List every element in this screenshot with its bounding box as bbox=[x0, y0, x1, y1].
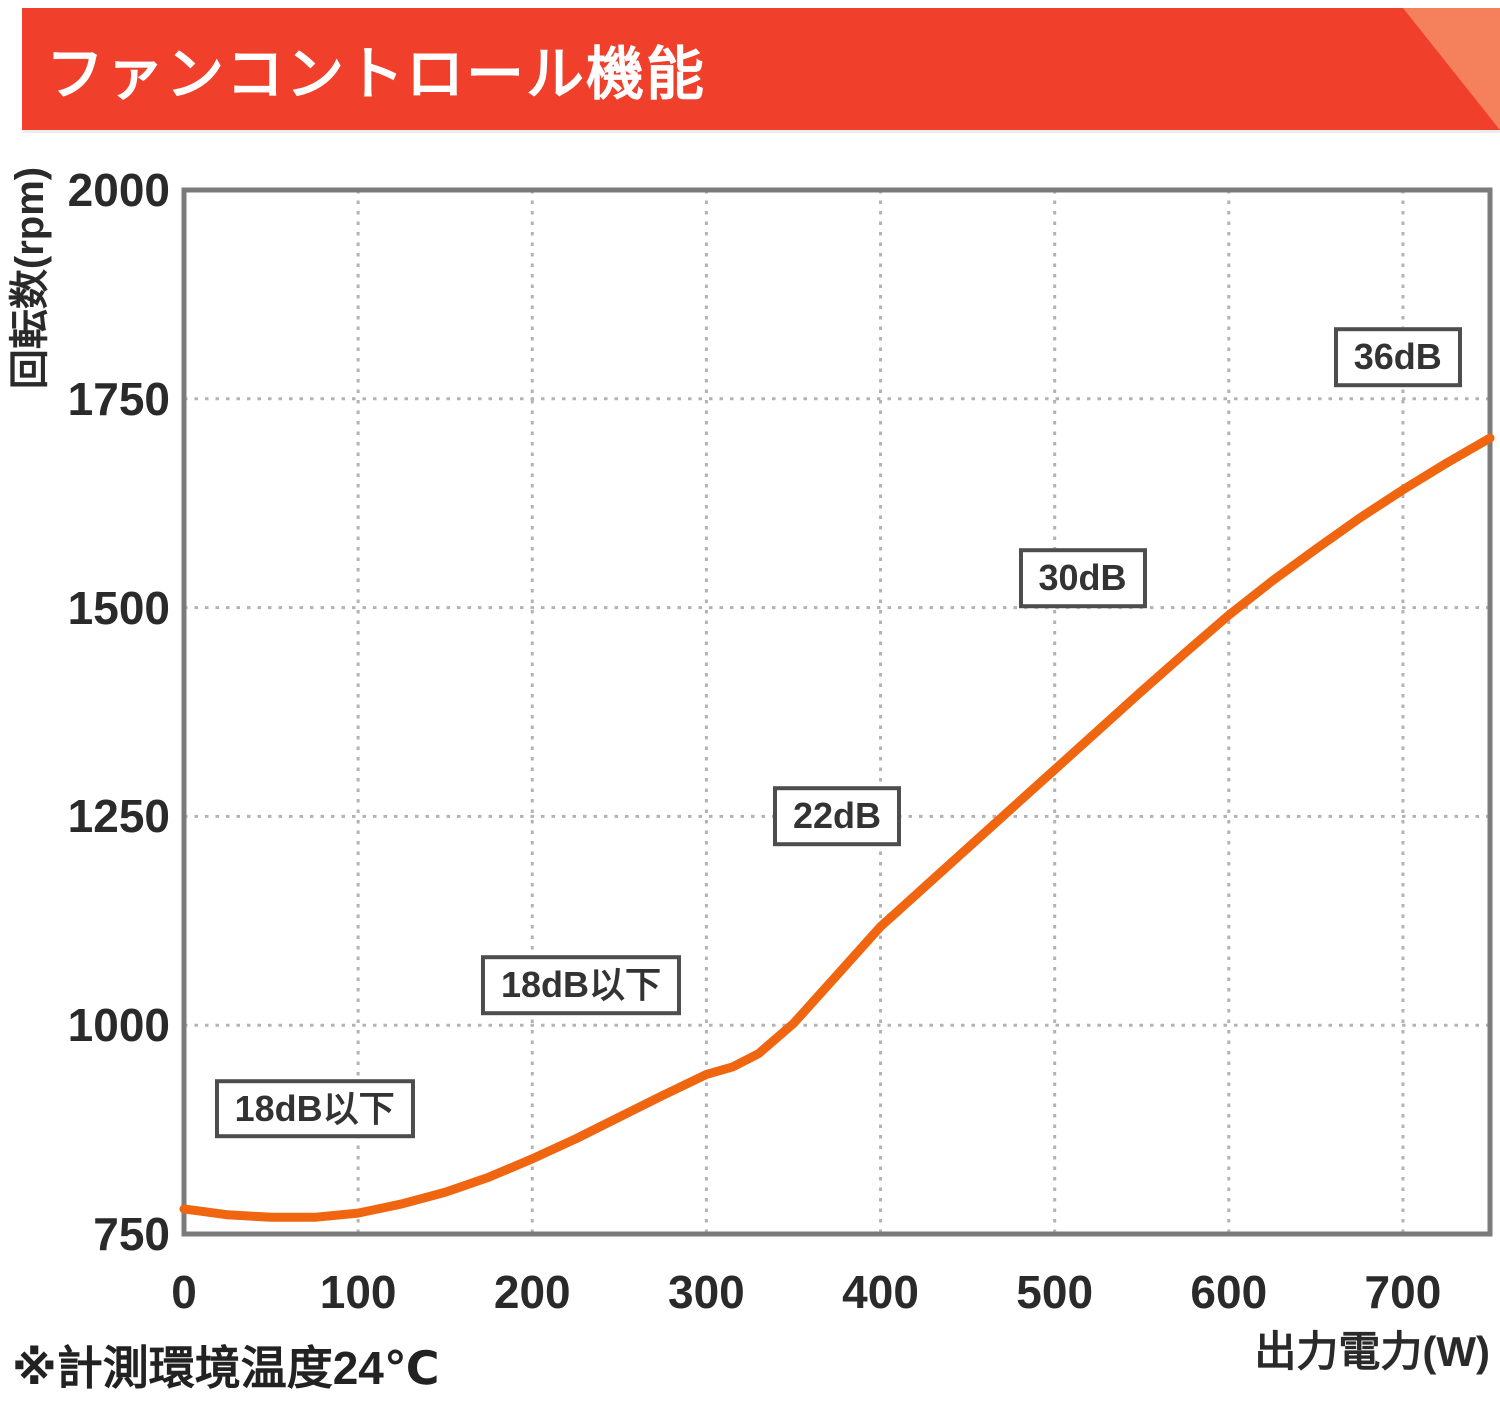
y-tick-label: 1000 bbox=[67, 999, 170, 1052]
x-tick-label: 700 bbox=[1364, 1266, 1442, 1318]
noise-level-label: 18dB以下 bbox=[214, 1078, 415, 1139]
y-tick-label: 1750 bbox=[67, 372, 170, 425]
noise-level-label: 36dB bbox=[1333, 327, 1462, 387]
noise-level-label: 18dB以下 bbox=[480, 955, 682, 1015]
fan-rpm-curve bbox=[179, 433, 1495, 1222]
y-tick-label: 2000 bbox=[67, 164, 170, 216]
y-tick-label: 750 bbox=[93, 1208, 170, 1260]
x-axis-label: 出力電力(W) bbox=[1254, 1328, 1490, 1375]
x-tick-label: 400 bbox=[842, 1266, 919, 1318]
x-tick-label: 200 bbox=[493, 1266, 571, 1318]
x-tick-label: 0 bbox=[171, 1266, 197, 1318]
x-tick-label: 300 bbox=[668, 1266, 745, 1318]
noise-level-label: 22dB bbox=[772, 786, 902, 847]
x-tick-label: 100 bbox=[319, 1266, 397, 1318]
measurement-note: ※計測環境温度24℃ bbox=[12, 1342, 440, 1394]
x-tick-label: 600 bbox=[1190, 1266, 1268, 1318]
title-banner: ファンコントロール機能 bbox=[22, 8, 1500, 130]
page-title: ファンコントロール機能 bbox=[46, 42, 707, 107]
x-tick-label: 500 bbox=[1016, 1266, 1094, 1318]
y-tick-label: 1500 bbox=[67, 581, 170, 634]
noise-level-label: 30dB bbox=[1018, 548, 1147, 609]
y-tick-label: 1250 bbox=[67, 790, 170, 843]
